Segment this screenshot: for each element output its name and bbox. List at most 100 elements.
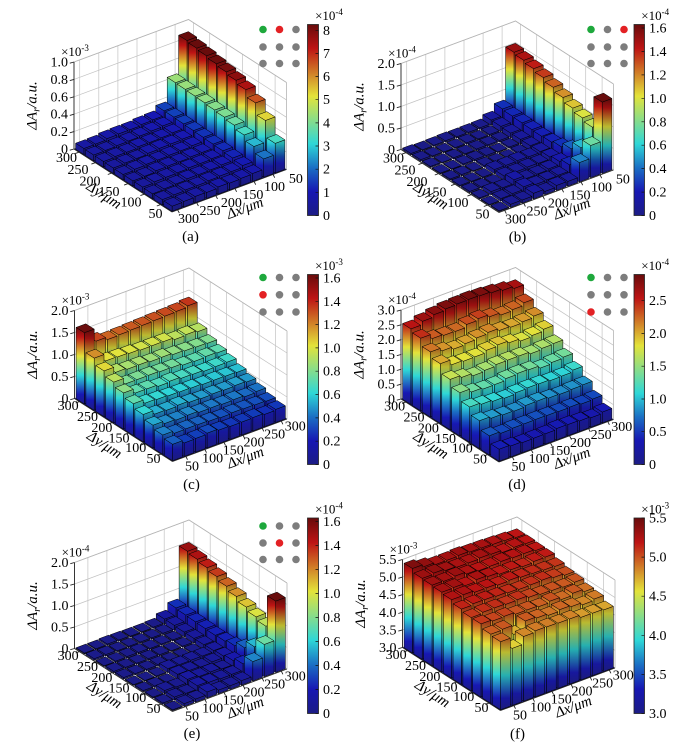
svg-text:0.4: 0.4 bbox=[323, 411, 341, 426]
svg-text:5.0: 5.0 bbox=[649, 551, 667, 566]
svg-text:200: 200 bbox=[244, 685, 265, 700]
svg-text:200: 200 bbox=[91, 671, 112, 686]
svg-text:5.5: 5.5 bbox=[649, 512, 667, 527]
svg-text:150: 150 bbox=[223, 693, 244, 708]
svg-text:(f): (f) bbox=[510, 727, 525, 743]
svg-text:2.0: 2.0 bbox=[378, 333, 396, 348]
svg-text:(c): (c) bbox=[183, 477, 200, 493]
svg-text:300: 300 bbox=[383, 152, 404, 167]
svg-text:100: 100 bbox=[529, 452, 550, 467]
svg-text:250: 250 bbox=[264, 677, 285, 692]
svg-text:250: 250 bbox=[77, 660, 98, 675]
svg-text:0: 0 bbox=[388, 143, 395, 158]
svg-text:200: 200 bbox=[407, 175, 428, 190]
svg-text:0.6: 0.6 bbox=[323, 635, 341, 650]
svg-text:4.0: 4.0 bbox=[649, 629, 667, 644]
svg-text:0.2: 0.2 bbox=[323, 435, 341, 450]
svg-text:5.5: 5.5 bbox=[379, 553, 397, 568]
svg-text:150: 150 bbox=[426, 186, 447, 201]
svg-text:50: 50 bbox=[147, 452, 161, 467]
svg-text:50: 50 bbox=[475, 701, 489, 716]
svg-text:50: 50 bbox=[616, 173, 630, 188]
svg-text:×10-4: ×10-4 bbox=[315, 7, 343, 23]
svg-text:250: 250 bbox=[77, 410, 98, 425]
svg-text:2.0: 2.0 bbox=[378, 57, 396, 72]
svg-text:100: 100 bbox=[453, 690, 474, 705]
svg-text:150: 150 bbox=[435, 432, 456, 447]
svg-text:(a): (a) bbox=[182, 229, 199, 245]
svg-text:200: 200 bbox=[244, 435, 265, 450]
svg-text:1.0: 1.0 bbox=[323, 341, 341, 356]
svg-text:2.5: 2.5 bbox=[649, 294, 667, 309]
svg-text:200: 200 bbox=[418, 421, 439, 436]
svg-text:2.5: 2.5 bbox=[378, 318, 396, 333]
svg-text:300: 300 bbox=[178, 212, 199, 227]
svg-text:0: 0 bbox=[62, 392, 69, 407]
svg-text:250: 250 bbox=[264, 427, 285, 442]
svg-text:5: 5 bbox=[323, 93, 330, 108]
svg-text:2: 2 bbox=[323, 163, 330, 178]
svg-text:300: 300 bbox=[58, 399, 79, 414]
svg-text:0.2: 0.2 bbox=[649, 186, 667, 201]
svg-text:1.0: 1.0 bbox=[51, 599, 69, 614]
svg-text:1.5: 1.5 bbox=[378, 348, 396, 363]
svg-text:300: 300 bbox=[285, 419, 306, 434]
svg-text:100: 100 bbox=[125, 441, 146, 456]
svg-text:ΔAr/a.u.: ΔAr/a.u. bbox=[353, 579, 371, 629]
svg-text:200: 200 bbox=[91, 421, 112, 436]
svg-text:200: 200 bbox=[221, 196, 242, 211]
svg-text:0.8: 0.8 bbox=[323, 611, 341, 626]
svg-text:0: 0 bbox=[323, 209, 330, 224]
svg-text:0.5: 0.5 bbox=[51, 370, 69, 385]
svg-text:150: 150 bbox=[437, 681, 458, 696]
svg-text:100: 100 bbox=[202, 701, 223, 716]
svg-text:2.0: 2.0 bbox=[649, 327, 667, 342]
svg-text:1.6: 1.6 bbox=[323, 515, 341, 530]
svg-text:0.5: 0.5 bbox=[378, 122, 396, 137]
svg-text:250: 250 bbox=[200, 204, 221, 219]
svg-text:1.0: 1.0 bbox=[378, 100, 396, 115]
svg-text:100: 100 bbox=[530, 700, 551, 715]
svg-text:4.0: 4.0 bbox=[379, 606, 397, 621]
svg-text:0.6: 0.6 bbox=[51, 90, 69, 105]
svg-text:200: 200 bbox=[572, 684, 593, 699]
svg-text:50: 50 bbox=[147, 702, 161, 717]
svg-text:3.0: 3.0 bbox=[378, 304, 396, 319]
svg-text:1.0: 1.0 bbox=[323, 587, 341, 602]
svg-text:1.0: 1.0 bbox=[378, 363, 396, 378]
svg-text:0: 0 bbox=[649, 209, 656, 224]
svg-text:250: 250 bbox=[591, 428, 612, 443]
svg-text:7: 7 bbox=[323, 47, 330, 62]
svg-text:100: 100 bbox=[448, 196, 469, 211]
svg-text:(e): (e) bbox=[184, 726, 201, 742]
svg-text:(b): (b) bbox=[509, 230, 527, 246]
svg-text:300: 300 bbox=[611, 420, 632, 435]
svg-text:100: 100 bbox=[202, 451, 223, 466]
svg-text:50: 50 bbox=[473, 453, 487, 468]
svg-text:1.4: 1.4 bbox=[323, 539, 341, 554]
svg-text:300: 300 bbox=[285, 669, 306, 684]
svg-text:50: 50 bbox=[476, 208, 490, 223]
svg-text:300: 300 bbox=[386, 648, 407, 663]
svg-text:0.5: 0.5 bbox=[649, 425, 667, 440]
svg-text:1.6: 1.6 bbox=[649, 22, 667, 37]
svg-text:300: 300 bbox=[505, 213, 526, 228]
svg-text:100: 100 bbox=[591, 181, 612, 196]
svg-text:×10-4: ×10-4 bbox=[315, 501, 343, 517]
svg-text:6: 6 bbox=[323, 70, 330, 85]
svg-text:4: 4 bbox=[323, 116, 330, 131]
svg-text:250: 250 bbox=[404, 411, 425, 426]
svg-text:300: 300 bbox=[613, 668, 634, 683]
svg-text:5.0: 5.0 bbox=[379, 571, 397, 586]
svg-text:2.0: 2.0 bbox=[51, 304, 69, 319]
svg-text:50: 50 bbox=[513, 708, 527, 723]
svg-text:0: 0 bbox=[323, 458, 330, 473]
svg-text:200: 200 bbox=[548, 197, 569, 212]
svg-text:150: 150 bbox=[551, 692, 572, 707]
svg-text:150: 150 bbox=[223, 443, 244, 458]
svg-text:300: 300 bbox=[56, 151, 77, 166]
svg-text:100: 100 bbox=[121, 196, 142, 211]
svg-text:(d): (d) bbox=[508, 477, 526, 493]
svg-text:1.4: 1.4 bbox=[649, 45, 667, 60]
svg-text:150: 150 bbox=[109, 432, 130, 447]
